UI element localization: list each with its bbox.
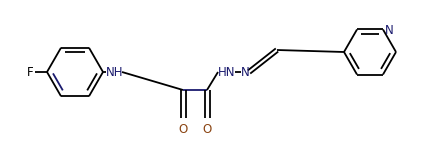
Text: O: O	[203, 123, 212, 136]
Text: NH: NH	[106, 66, 123, 79]
Text: O: O	[178, 123, 187, 136]
Text: HN: HN	[218, 66, 236, 79]
Text: N: N	[385, 24, 394, 37]
Text: N: N	[241, 66, 250, 79]
Text: F: F	[28, 66, 34, 79]
